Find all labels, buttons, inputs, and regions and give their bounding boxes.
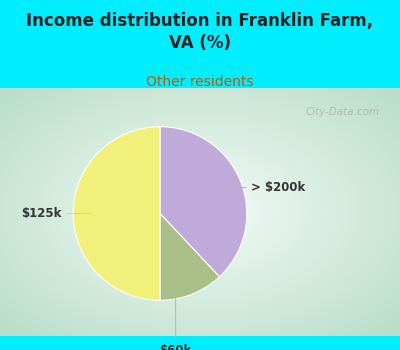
Text: $60k: $60k bbox=[160, 293, 192, 350]
Wedge shape bbox=[73, 127, 160, 300]
Wedge shape bbox=[160, 214, 220, 300]
Text: Other residents: Other residents bbox=[146, 75, 254, 89]
Text: Income distribution in Franklin Farm,
VA (%): Income distribution in Franklin Farm, VA… bbox=[26, 12, 374, 52]
Text: $125k: $125k bbox=[21, 207, 92, 220]
Text: City-Data.com: City-Data.com bbox=[306, 107, 380, 117]
Text: > $200k: > $200k bbox=[215, 181, 305, 194]
Wedge shape bbox=[160, 127, 247, 277]
